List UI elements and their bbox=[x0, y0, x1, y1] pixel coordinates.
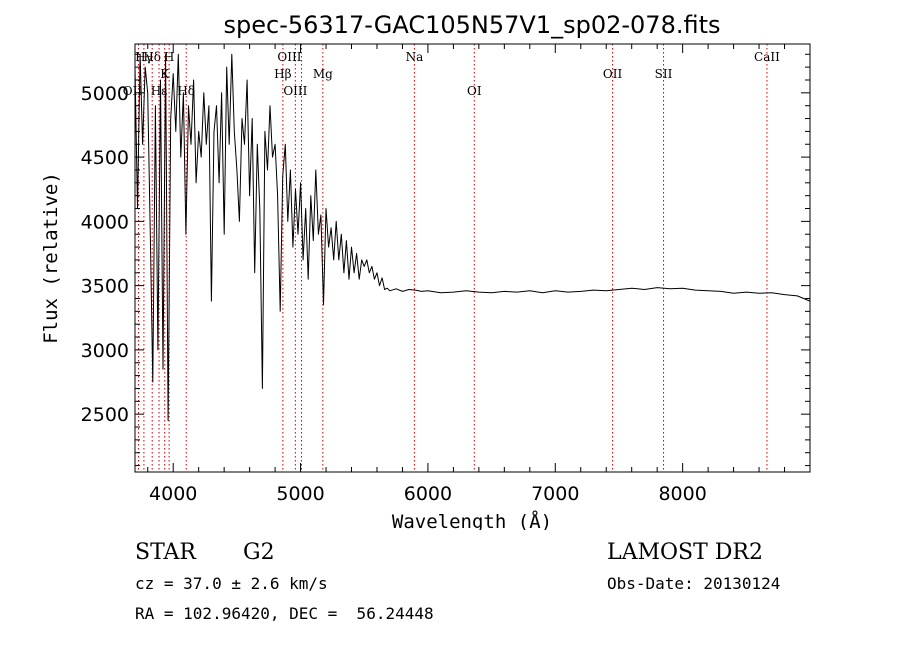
y-axis-ticks: 2500 3000 3500 4000 4500 5000 bbox=[81, 53, 810, 467]
y-tick-label-0: 2500 bbox=[81, 404, 129, 426]
y-tick-label-2: 3500 bbox=[81, 276, 129, 298]
redshift-velocity: cz = 37.0 ± 2.6 km/s bbox=[135, 574, 328, 593]
x-axis-ticks: 4000 5000 6000 7000 8000 bbox=[147, 44, 786, 505]
spectrum-chart: spec-56317-GAC105N57V1_sp02-078.fits OII… bbox=[40, 11, 811, 530]
line-label-13: OII bbox=[603, 67, 623, 81]
line-label-10: Mg bbox=[313, 67, 333, 81]
y-axis-label: Flux (relative) bbox=[40, 172, 62, 344]
plot-frame bbox=[134, 43, 811, 473]
survey-name: LAMOST DR2 bbox=[607, 540, 763, 565]
line-label-7: Hβ bbox=[274, 67, 291, 81]
spectrum-series bbox=[134, 53, 811, 422]
object-class: STAR bbox=[135, 540, 196, 565]
x-tick-label-3: 7000 bbox=[531, 483, 579, 505]
line-label-2: Hδ bbox=[143, 50, 161, 64]
line-label-15: CaII bbox=[754, 50, 780, 64]
x-tick-label-0: 4000 bbox=[149, 483, 197, 505]
y-tick-label-3: 4000 bbox=[81, 211, 129, 233]
spectrum-line-0 bbox=[134, 53, 811, 422]
line-label-12: OI bbox=[467, 84, 482, 98]
chart-title: spec-56317-GAC105N57V1_sp02-078.fits bbox=[224, 11, 721, 39]
line-label-3: Hε bbox=[151, 84, 168, 98]
line-label-6: Hδ bbox=[177, 84, 195, 98]
x-tick-label-1: 5000 bbox=[276, 483, 324, 505]
x-tick-label-2: 6000 bbox=[404, 483, 452, 505]
line-label-8: OIII bbox=[283, 84, 307, 98]
observation-date: Obs-Date: 20130124 bbox=[607, 574, 781, 593]
line-label-14: SII bbox=[655, 67, 673, 81]
y-tick-label-4: 4500 bbox=[81, 147, 129, 169]
line-label-11: Na bbox=[406, 50, 424, 64]
x-axis-label: Wavelength (Å) bbox=[392, 510, 552, 530]
sky-coordinates: RA = 102.96420, DEC = 56.24448 bbox=[135, 604, 434, 623]
object-subclass: G2 bbox=[243, 540, 275, 565]
line-label-9: OIII bbox=[277, 50, 301, 64]
x-tick-label-4: 8000 bbox=[658, 483, 706, 505]
y-tick-label-1: 3000 bbox=[81, 340, 129, 362]
line-label-5: H bbox=[164, 50, 174, 64]
y-tick-label-5: 5000 bbox=[81, 83, 129, 105]
line-label-0: OII bbox=[123, 84, 143, 98]
